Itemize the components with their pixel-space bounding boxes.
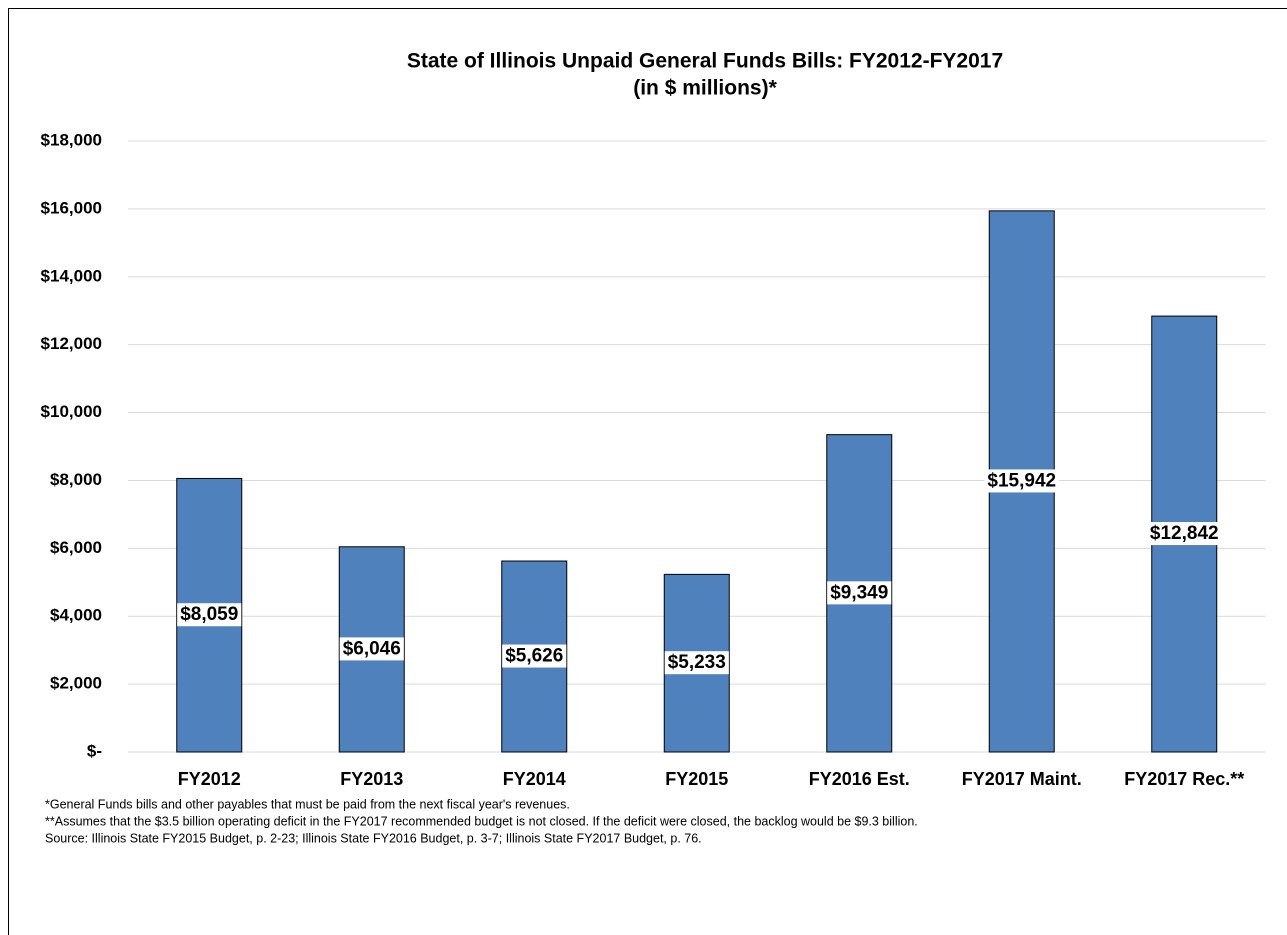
value-label-bg [664, 651, 729, 675]
x-tick-label: FY2013 [340, 769, 403, 789]
value-label-bg [827, 581, 892, 605]
y-tick-label: $- [87, 741, 102, 760]
chart-title: State of Illinois Unpaid General Funds B… [407, 50, 1003, 73]
footnote: Source: Illinois State FY2015 Budget, p.… [45, 831, 702, 846]
value-label-bg [177, 603, 242, 627]
y-tick-label: $14,000 [41, 266, 102, 285]
y-tick-label: $4,000 [50, 606, 102, 625]
x-tick-label: FY2017 Rec.** [1124, 769, 1244, 789]
value-label: $8,059 [180, 604, 238, 625]
footnote: *General Funds bills and other payables … [45, 797, 570, 812]
value-label: $5,626 [505, 646, 563, 667]
value-label-bg [339, 637, 404, 661]
footnotes: *General Funds bills and other payables … [45, 797, 1215, 848]
y-tick-label: $6,000 [50, 538, 102, 557]
value-label: $6,046 [343, 638, 401, 659]
value-label: $15,942 [987, 470, 1056, 491]
value-label: $9,349 [830, 582, 888, 603]
x-tick-label: FY2016 Est. [809, 769, 910, 789]
y-tick-label: $16,000 [41, 198, 102, 217]
y-tick-label: $18,000 [41, 130, 102, 149]
value-label-bg [502, 644, 567, 668]
x-tick-label: FY2017 Maint. [962, 769, 1082, 789]
y-tick-label: $12,000 [41, 334, 102, 353]
value-label: $5,233 [668, 652, 726, 673]
x-tick-label: FY2015 [665, 769, 728, 789]
footnote: **Assumes that the $3.5 billion operatin… [45, 814, 918, 829]
x-tick-label: FY2014 [503, 769, 566, 789]
value-label: $12,842 [1150, 523, 1219, 544]
y-tick-label: $8,000 [50, 470, 102, 489]
y-tick-label: $2,000 [50, 674, 102, 693]
value-label-bg [984, 469, 1060, 493]
y-tick-label: $10,000 [41, 402, 102, 421]
value-label-bg [1146, 522, 1222, 546]
chart-border [8, 8, 1287, 935]
chart-subtitle: (in $ millions)* [633, 77, 777, 100]
x-tick-label: FY2012 [178, 769, 241, 789]
